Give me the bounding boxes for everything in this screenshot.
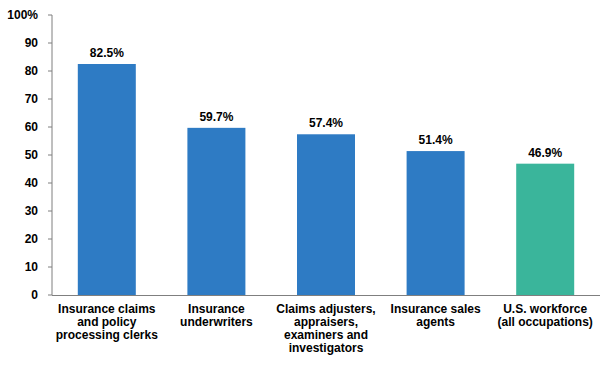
data-label: 51.4%: [419, 133, 453, 147]
chart: 0 10 20 30 40 50 60 70 80 90 100% 82.5% 59.7% 57.4% 51…: [0, 0, 600, 381]
y-tick-label: 50: [25, 148, 39, 162]
y-tick: [48, 295, 52, 296]
bars: [78, 64, 574, 295]
bar: [516, 164, 574, 295]
data-label: 57.4%: [309, 116, 343, 130]
x-tick-label: Insurance claimsand policyprocessing cle…: [56, 302, 158, 342]
label-line: agents: [416, 315, 455, 329]
y-tick: [48, 99, 52, 100]
y-tick: [48, 239, 52, 240]
label-line: Insurance: [188, 302, 245, 316]
y-tick-label: 70: [25, 92, 39, 106]
x-tick-label: U.S. workforce(all occupations): [498, 302, 593, 329]
x-tick-label: Claims adjusters,appraisers,examiners an…: [276, 302, 375, 355]
y-tick-label: 40: [25, 176, 39, 190]
y-tick-label: 0: [31, 288, 38, 302]
bar: [407, 151, 465, 295]
x-tick-label: Insuranceunderwriters: [180, 302, 253, 329]
label-line: Insurance claims: [58, 302, 156, 316]
label-line: and policy: [77, 315, 137, 329]
y-tick-label: 80: [25, 64, 39, 78]
y-tick: [48, 155, 52, 156]
label-line: investigators: [289, 341, 364, 355]
label-line: processing clerks: [56, 328, 158, 342]
y-tick: [48, 211, 52, 212]
label-line: U.S. workforce: [503, 302, 587, 316]
data-label: 59.7%: [199, 110, 233, 124]
y-tick: [48, 127, 52, 128]
label-line: underwriters: [180, 315, 253, 329]
label-line: examiners and: [284, 328, 368, 342]
y-tick: [48, 43, 52, 44]
bar: [297, 134, 355, 295]
x-tick-label: Insurance salesagents: [391, 302, 481, 329]
y-tick-label: 100%: [7, 8, 38, 22]
x-axis-line: [52, 295, 600, 296]
bar: [187, 128, 245, 295]
y-tick: [48, 71, 52, 72]
y-tick-label: 10: [25, 260, 39, 274]
label-line: Insurance sales: [391, 302, 481, 316]
label-line: Claims adjusters,: [276, 302, 375, 316]
y-tick: [48, 15, 52, 16]
y-tick-label: 20: [25, 232, 39, 246]
y-tick: [48, 267, 52, 268]
bar: [78, 64, 136, 295]
data-label: 82.5%: [90, 46, 124, 60]
label-line: appraisers,: [294, 315, 358, 329]
y-tick: [48, 183, 52, 184]
label-line: (all occupations): [498, 315, 593, 329]
y-tick-label: 30: [25, 204, 39, 218]
data-label: 46.9%: [528, 146, 562, 160]
y-tick-label: 60: [25, 120, 39, 134]
y-tick-label: 90: [25, 36, 39, 50]
